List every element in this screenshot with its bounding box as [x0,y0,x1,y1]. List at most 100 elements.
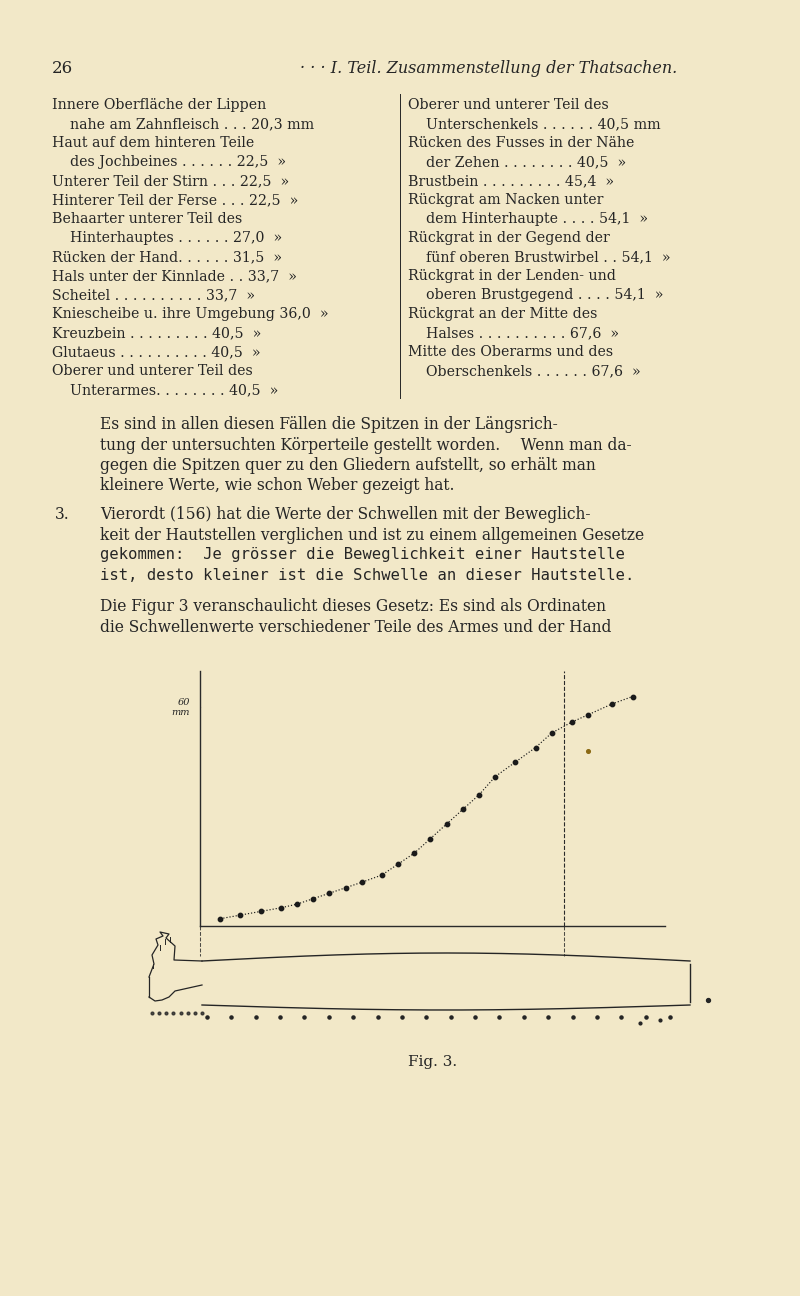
Point [167,1003,180,1024]
Point [582,741,594,762]
Point [489,766,502,787]
Point [424,828,437,849]
Text: Oberschenkels . . . . . . 67,6  »: Oberschenkels . . . . . . 67,6 » [408,364,641,378]
Text: Kniescheibe u. ihre Umgebung 36,0  »: Kniescheibe u. ihre Umgebung 36,0 » [52,307,329,321]
Text: die Schwellenwerte verschiedener Teile des Armes und der Hand: die Schwellenwerte verschiedener Teile d… [100,618,611,635]
Point [307,888,320,908]
Point [250,1007,262,1028]
Text: gekommen:  Je grösser die Beweglichkeit einer Hautstelle: gekommen: Je grösser die Beweglichkeit e… [100,547,625,562]
Point [546,723,558,744]
Text: Innere Oberfläche der Lippen: Innere Oberfläche der Lippen [52,98,266,111]
Point [355,872,368,893]
Point [182,1003,194,1024]
Text: Unterarmes. . . . . . . . 40,5  »: Unterarmes. . . . . . . . 40,5 » [52,384,278,397]
Text: keit der Hautstellen verglichen und ist zu einem allgemeinen Gesetze: keit der Hautstellen verglichen und ist … [100,526,644,543]
Text: Scheitel . . . . . . . . . . 33,7  »: Scheitel . . . . . . . . . . 33,7 » [52,288,255,302]
Text: dem Hinterhaupte . . . . 54,1  »: dem Hinterhaupte . . . . 54,1 » [408,213,648,226]
Point [582,704,594,724]
Text: Hals unter der Kinnlade . . 33,7  »: Hals unter der Kinnlade . . 33,7 » [52,270,297,283]
Text: Kreuzbein . . . . . . . . . 40,5  »: Kreuzbein . . . . . . . . . 40,5 » [52,327,262,340]
Text: Vierordt (156) hat die Werte der Schwellen mit der Beweglich-: Vierordt (156) hat die Werte der Schwell… [100,505,590,524]
Point [566,1007,579,1028]
Text: ist, desto kleiner ist die Schwelle an dieser Hautstelle.: ist, desto kleiner ist die Schwelle an d… [100,568,634,582]
Text: Oberer und unterer Teil des: Oberer und unterer Teil des [52,364,253,378]
Text: Oberer und unterer Teil des: Oberer und unterer Teil des [408,98,609,111]
Point [195,1003,208,1024]
Point [664,1007,677,1028]
Text: der Zehen . . . . . . . . 40,5  »: der Zehen . . . . . . . . 40,5 » [408,156,626,168]
Point [440,814,453,835]
Text: Mitte des Oberarms und des: Mitte des Oberarms und des [408,345,613,359]
Point [323,883,336,903]
Point [290,894,303,915]
Text: Behaarter unterer Teil des: Behaarter unterer Teil des [52,213,242,226]
Point [160,1003,173,1024]
Point [347,1007,360,1028]
Point [298,1007,311,1028]
Text: Die Figur 3 veranschaulicht dieses Gesetz: Es sind als Ordinaten: Die Figur 3 veranschaulicht dieses Geset… [100,597,606,616]
Text: nahe am Zahnfleisch . . . 20,3 mm: nahe am Zahnfleisch . . . 20,3 mm [52,117,314,131]
Text: 3.: 3. [55,505,70,524]
Point [274,1007,286,1028]
Text: Haut auf dem hinteren Teile: Haut auf dem hinteren Teile [52,136,254,150]
Text: Rücken der Hand. . . . . . 31,5  »: Rücken der Hand. . . . . . 31,5 » [52,250,282,264]
Text: · · · I. Teil. Zusammenstellung der Thatsachen.: · · · I. Teil. Zusammenstellung der That… [300,60,678,76]
Point [234,905,247,925]
Point [469,1007,482,1028]
Point [473,784,486,805]
Text: Rückgrat am Nacken unter: Rückgrat am Nacken unter [408,193,603,207]
Text: Hinterer Teil der Ferse . . . 22,5  »: Hinterer Teil der Ferse . . . 22,5 » [52,193,298,207]
Point [189,1003,202,1024]
Point [420,1007,433,1028]
Point [457,800,470,820]
Text: fünf oberen Brustwirbel . . 54,1  »: fünf oberen Brustwirbel . . 54,1 » [408,250,670,264]
Point [174,1003,187,1024]
Point [654,1010,666,1030]
Point [542,1007,554,1028]
Point [634,1012,646,1033]
Point [274,897,287,918]
Text: Hinterhauptes . . . . . . 27,0  »: Hinterhauptes . . . . . . 27,0 » [52,231,282,245]
Point [444,1007,457,1028]
Text: 60
mm: 60 mm [171,697,190,717]
Point [566,712,578,732]
Point [375,864,388,885]
Text: oberen Brustgegend . . . . 54,1  »: oberen Brustgegend . . . . 54,1 » [408,288,663,302]
Point [201,1007,214,1028]
Text: Es sind in allen diesen Fällen die Spitzen in der Längsrich-: Es sind in allen diesen Fällen die Spitz… [100,416,558,433]
Text: Unterschenkels . . . . . . 40,5 mm: Unterschenkels . . . . . . 40,5 mm [408,117,661,131]
Point [493,1007,506,1028]
Text: Fig. 3.: Fig. 3. [408,1055,457,1069]
Text: gegen die Spitzen quer zu den Gliedern aufstellt, so erhält man: gegen die Spitzen quer zu den Gliedern a… [100,457,596,474]
Text: Rückgrat an der Mitte des: Rückgrat an der Mitte des [408,307,598,321]
Text: Glutaeus . . . . . . . . . . 40,5  »: Glutaeus . . . . . . . . . . 40,5 » [52,345,261,359]
Text: Rückgrat in der Lenden- und: Rückgrat in der Lenden- und [408,270,616,283]
Point [395,1007,408,1028]
Point [408,842,421,863]
Point [392,854,405,875]
Point [615,1007,628,1028]
Point [509,752,522,772]
Text: Halses . . . . . . . . . . 67,6  »: Halses . . . . . . . . . . 67,6 » [408,327,619,340]
Text: Brustbein . . . . . . . . . 45,4  »: Brustbein . . . . . . . . . 45,4 » [408,174,614,188]
Point [371,1007,384,1028]
Text: tung der untersuchten Körperteile gestellt worden.  Wenn man da-: tung der untersuchten Körperteile gestel… [100,437,632,454]
Point [530,737,542,758]
Point [606,693,619,714]
Point [518,1007,530,1028]
Point [225,1007,238,1028]
Point [153,1003,166,1024]
Point [146,1003,158,1024]
Text: 26: 26 [52,60,73,76]
Point [639,1007,652,1028]
Point [254,901,267,921]
Point [322,1007,335,1028]
Text: Rücken des Fusses in der Nähe: Rücken des Fusses in der Nähe [408,136,634,150]
Text: Rückgrat in der Gegend der: Rückgrat in der Gegend der [408,231,610,245]
Text: des Jochbeines . . . . . . 22,5  »: des Jochbeines . . . . . . 22,5 » [52,156,286,168]
Text: Unterer Teil der Stirn . . . 22,5  »: Unterer Teil der Stirn . . . 22,5 » [52,174,290,188]
Point [214,908,226,929]
Text: kleinere Werte, wie schon Weber gezeigt hat.: kleinere Werte, wie schon Weber gezeigt … [100,477,454,495]
Point [702,990,714,1011]
Point [590,1007,603,1028]
